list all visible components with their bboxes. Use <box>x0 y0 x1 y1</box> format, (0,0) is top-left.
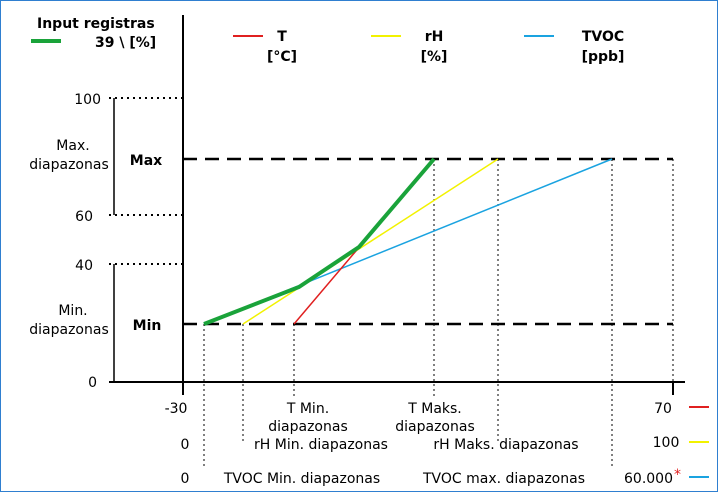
legend-input-unit: 39 \ [%] <box>95 35 156 51</box>
y-dotted-guides <box>109 97 183 265</box>
max-marker: Max <box>130 153 162 169</box>
max-range-label-2: diapazonas <box>29 157 108 173</box>
rh-line <box>242 158 499 325</box>
legend: Input registras 39 \ [%] T [°C] rH [%] T… <box>31 16 624 65</box>
legend-t-title: T <box>277 29 287 45</box>
rh-right-value: 100 <box>653 435 680 451</box>
min-range-label-2: diapazonas <box>29 322 108 338</box>
tvoc-max-label: TVOC max. diapazonas <box>422 471 585 487</box>
tvoc-footnote-asterisk: * <box>674 467 681 483</box>
legend-input-title: Input registras <box>37 16 155 32</box>
t-right-value: 70 <box>654 401 672 417</box>
t-min-label-1: T Min. <box>286 401 329 417</box>
y-tick-40: 40 <box>75 258 93 274</box>
legend-rh-unit: [%] <box>421 49 448 65</box>
y-tick-60: 60 <box>75 209 93 225</box>
t-min-label-2: diapazonas <box>268 419 347 435</box>
rh-min-label: rH Min. diapazonas <box>254 437 388 453</box>
x-dotted-guides <box>203 159 674 469</box>
y-tick-0: 0 <box>88 375 97 391</box>
t-max-label-2: diapazonas <box>395 419 474 435</box>
y-tick-100: 100 <box>74 92 101 108</box>
rh-left-value: 0 <box>181 437 190 453</box>
max-range-label-1: Max. <box>56 138 89 154</box>
tvoc-right-value: 60.000 <box>624 471 673 487</box>
tvoc-left-value: 0 <box>181 471 190 487</box>
min-range-label-1: Min. <box>58 303 87 319</box>
input-register-line <box>203 157 436 326</box>
legend-t-unit: [°C] <box>267 49 297 65</box>
legend-tvoc-title: TVOC <box>582 29 624 45</box>
legend-rh-title: rH <box>425 29 444 45</box>
t-left-value: -30 <box>165 401 188 417</box>
rh-max-label: rH Maks. diapazonas <box>433 437 578 453</box>
tvoc-min-label: TVOC Min. diapazonas <box>223 471 380 487</box>
t-max-label-1: T Maks. <box>407 401 462 417</box>
min-marker: Min <box>133 318 162 334</box>
legend-tvoc-unit: [ppb] <box>582 49 625 65</box>
